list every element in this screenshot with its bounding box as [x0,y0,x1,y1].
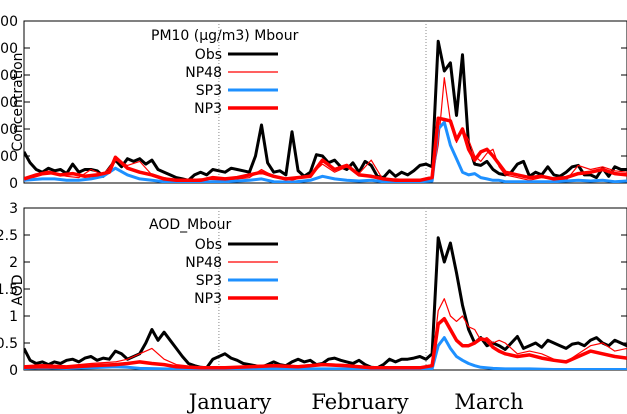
ylabel-panel-0: Concentration [10,52,26,151]
y-tick-label: 400 [0,122,18,138]
y-tick-label: 0 [9,176,18,192]
legend-label-np48: NP48 [185,65,222,81]
y-tick-label: 1.5 [0,282,18,298]
series-line-sp3 [24,336,627,370]
legend-label-np3: NP3 [194,101,222,117]
y-tick-label: 2.5 [0,228,18,244]
series-line-sp3 [24,120,627,183]
legend-label-sp3: SP3 [196,83,222,99]
x-label-january: January [187,390,272,414]
series-line-np48 [24,77,627,181]
legend-label-np48: NP48 [185,255,222,271]
y-tick-label: 200 [0,149,18,165]
y-tick-label: 800 [0,68,18,84]
legend-label-np3: NP3 [194,291,222,307]
series-line-np3 [24,316,627,370]
plot-frame [23,207,627,371]
y-tick-label: 600 [0,95,18,111]
y-tick-label: 0 [9,363,18,379]
legend-title-panel-1: AOD_Mbour [149,217,232,233]
series-line-np3 [24,116,627,183]
legend-label-obs: Obs [195,47,222,63]
ylabel-panel-1: AOD [10,274,26,305]
series-line-np48 [24,298,627,368]
legend-label-obs: Obs [195,237,222,253]
y-tick-label: 2 [9,255,18,271]
x-axis-months: January February March [187,390,524,414]
y-tick-label: 3 [9,201,18,217]
panel-pm10: Concentration PM10 (μg/m3) Mbour 0 200 400… [0,14,627,192]
series-line-obs [24,236,627,370]
legend-title-panel-0: PM10 (μg/m3) Mbour [151,28,299,44]
x-label-march: March [454,390,523,414]
x-label-february: February [311,390,408,414]
series-line-obs [24,39,627,182]
y-tick-label: 0.5 [0,336,18,352]
y-tick-label: 1200 [0,14,18,30]
legend-label-sp3: SP3 [196,273,222,289]
y-tick-label: 1 [9,309,18,325]
panel-aod: AOD AOD_Mbour 0 0.5 1 1.5 2 2.5 3 Obs NP48 SP3 NP3 [0,201,627,379]
y-tick-label: 1000 [0,41,18,57]
